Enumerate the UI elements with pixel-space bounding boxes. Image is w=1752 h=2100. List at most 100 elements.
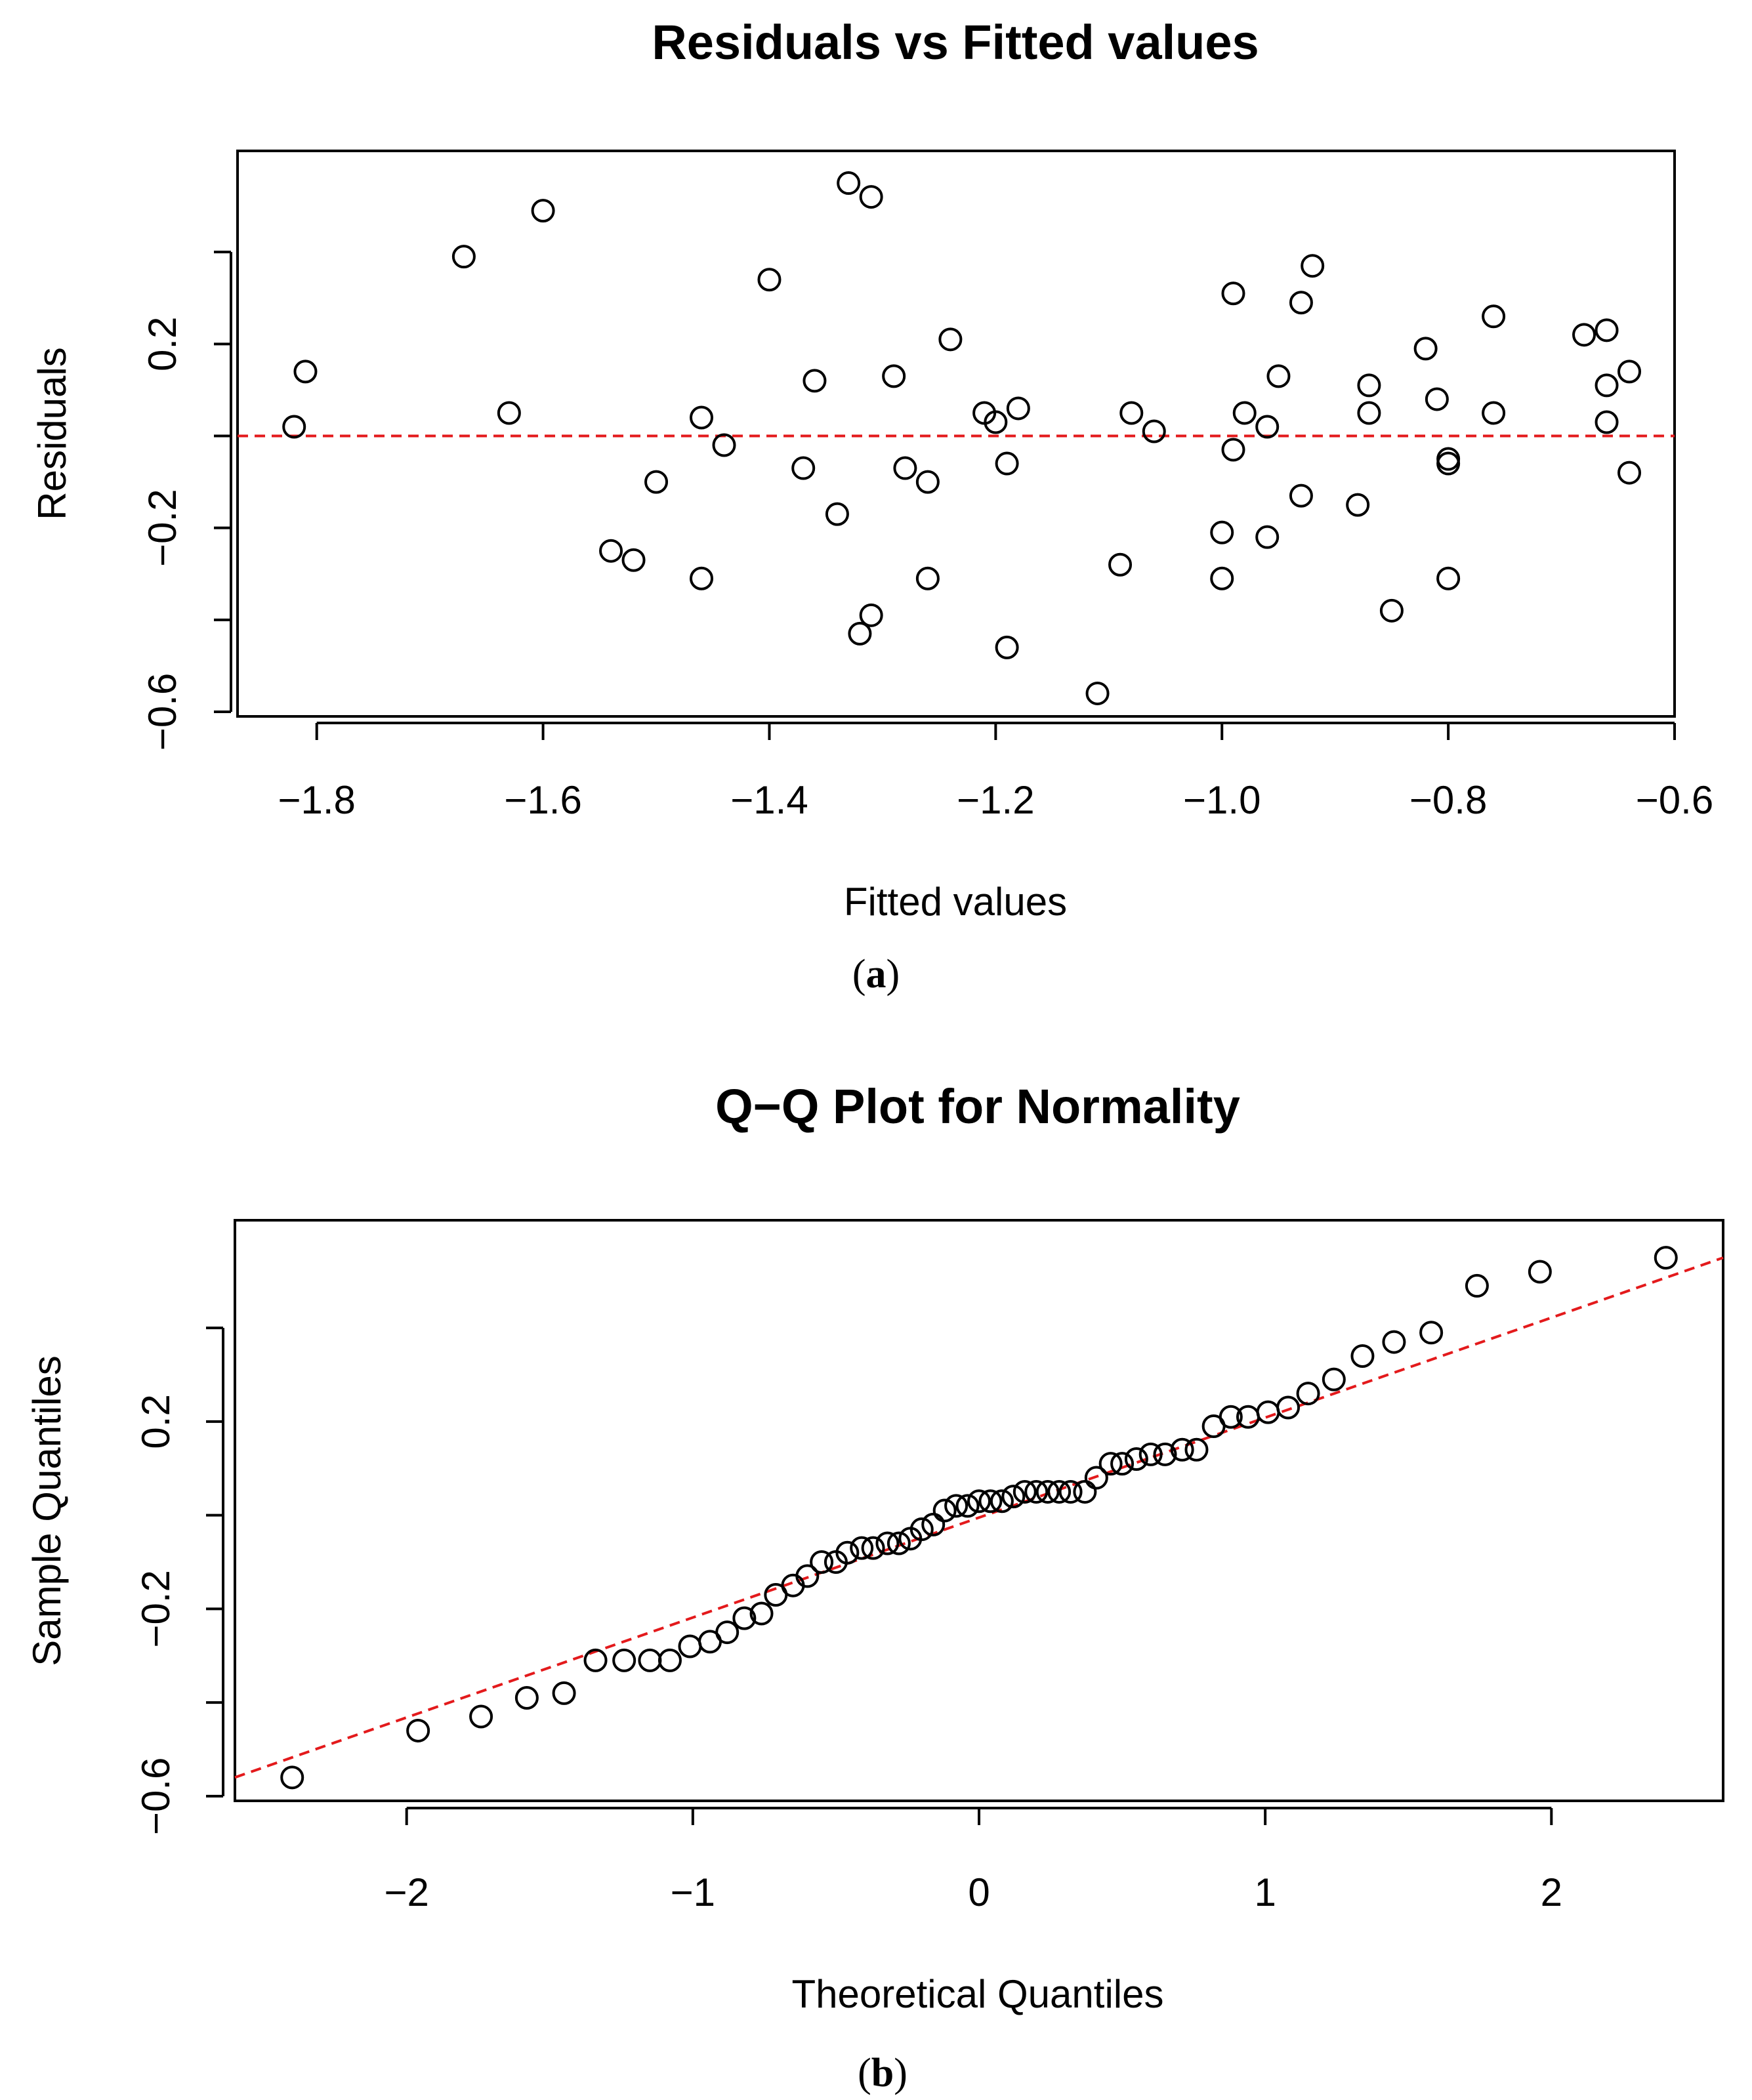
data-point (1047, 1479, 1072, 1504)
data-point (1436, 447, 1461, 471)
qq-plot-chart: Q−Q Plot for Normality −2 −1 0 1 2 −0.6 −0.2 0… (25, 1079, 1724, 2095)
data-point (690, 566, 714, 590)
data-point (932, 1498, 957, 1523)
data-point (1058, 1479, 1083, 1504)
data-point (1084, 1466, 1108, 1490)
x-tick-label: 2 (1541, 1870, 1562, 1914)
data-point (712, 433, 736, 457)
x-tick-label: −2 (384, 1870, 428, 1914)
data-point (1572, 323, 1596, 347)
data-point (1595, 318, 1619, 342)
data-point (850, 1536, 874, 1560)
data-point (1184, 1437, 1209, 1462)
data-point (552, 1681, 576, 1705)
data-point (1528, 1260, 1552, 1284)
x-tick-label: −1.6 (504, 778, 581, 822)
data-point (921, 1512, 946, 1536)
y-axis-label: Residuals (30, 347, 74, 520)
data-point (1006, 396, 1030, 421)
x-axis-label: Fitted values (844, 880, 1067, 924)
plot-area-frame (236, 150, 1676, 718)
data-point (1256, 1400, 1280, 1424)
data-point (1119, 401, 1144, 425)
data-point (1221, 281, 1245, 306)
data-point (886, 1531, 911, 1555)
data-point (875, 1531, 900, 1555)
x-tick-label: −1.4 (730, 778, 808, 822)
x-tick-label: −1.0 (1183, 778, 1261, 822)
data-point (1210, 566, 1234, 590)
data-point (810, 1550, 834, 1575)
data-point (280, 1765, 304, 1790)
y-axis: −0.6 −0.2 0.2 (134, 1327, 224, 1835)
data-point (1654, 1246, 1678, 1270)
data-point (882, 364, 906, 388)
panel-label: (b) (858, 2051, 907, 2095)
data-point (1085, 681, 1110, 705)
data-point (803, 369, 827, 393)
data-point (1266, 364, 1291, 388)
data-point (1617, 360, 1642, 384)
data-point (1617, 461, 1642, 485)
data-point (621, 548, 646, 572)
data-point (1276, 1395, 1301, 1420)
data-point (859, 185, 883, 209)
y-tick-label: 0.2 (134, 1394, 178, 1449)
data-point (599, 539, 623, 563)
data-point (1357, 373, 1381, 398)
data-point (795, 1564, 820, 1588)
data-point (861, 1536, 885, 1560)
chart-title: Residuals vs Fitted values (652, 15, 1259, 70)
data-point (837, 171, 861, 196)
data-point (1170, 1437, 1194, 1462)
data-point (531, 199, 555, 223)
data-point (1219, 1405, 1243, 1429)
data-point (1419, 1321, 1444, 1345)
data-point (1110, 1452, 1135, 1476)
data-point (757, 268, 782, 292)
y-tick-label: 0.2 (140, 317, 184, 371)
data-point (1142, 419, 1166, 443)
data-point (955, 1494, 980, 1518)
data-point (1289, 291, 1313, 315)
data-point (1108, 552, 1133, 577)
data-point (638, 1648, 662, 1672)
data-point (893, 456, 917, 480)
x-tick-label: −1.2 (957, 778, 1034, 822)
data-point (1221, 438, 1245, 462)
y-axis: −0.6 −0.2 0.2 (140, 251, 232, 751)
reference-line (234, 1256, 1724, 1779)
data-point (990, 1489, 1014, 1513)
data-point (1436, 451, 1461, 476)
y-tick-label: −0.6 (134, 1758, 178, 1835)
residuals-vs-fitted-chart: Residuals vs Fitted values −1.8 −1.6 −1.4−… (30, 15, 1713, 997)
data-point (644, 470, 669, 494)
data-point (293, 360, 318, 384)
data-point (1124, 1447, 1148, 1471)
x-tick-label: −1 (671, 1870, 715, 1914)
data-point (657, 1648, 682, 1672)
x-axis: −1.8 −1.6 −1.4 −1.2 −1.0 −0.8 −0.6 (278, 722, 1713, 822)
y-axis-label: Sample Quantiles (25, 1355, 69, 1666)
data-point (1436, 566, 1461, 590)
data-point (732, 1606, 757, 1630)
data-point (967, 1489, 991, 1513)
data-points (282, 171, 1642, 705)
data-point (282, 415, 306, 439)
data-point (1138, 1442, 1163, 1466)
data-point (1322, 1367, 1346, 1391)
data-point (678, 1634, 702, 1658)
x-tick-label: 0 (968, 1870, 990, 1914)
qq-reference-line (234, 1256, 1724, 1779)
data-point (1465, 1273, 1489, 1298)
data-point (984, 410, 1008, 434)
data-point (1382, 1330, 1406, 1354)
data-point (1413, 337, 1438, 361)
data-point (1035, 1479, 1060, 1504)
data-point (612, 1648, 636, 1672)
y-tick-label: −0.6 (140, 673, 184, 751)
data-point (825, 502, 849, 526)
data-point (1379, 598, 1404, 623)
data-point (583, 1648, 608, 1672)
data-point (978, 1489, 1003, 1513)
